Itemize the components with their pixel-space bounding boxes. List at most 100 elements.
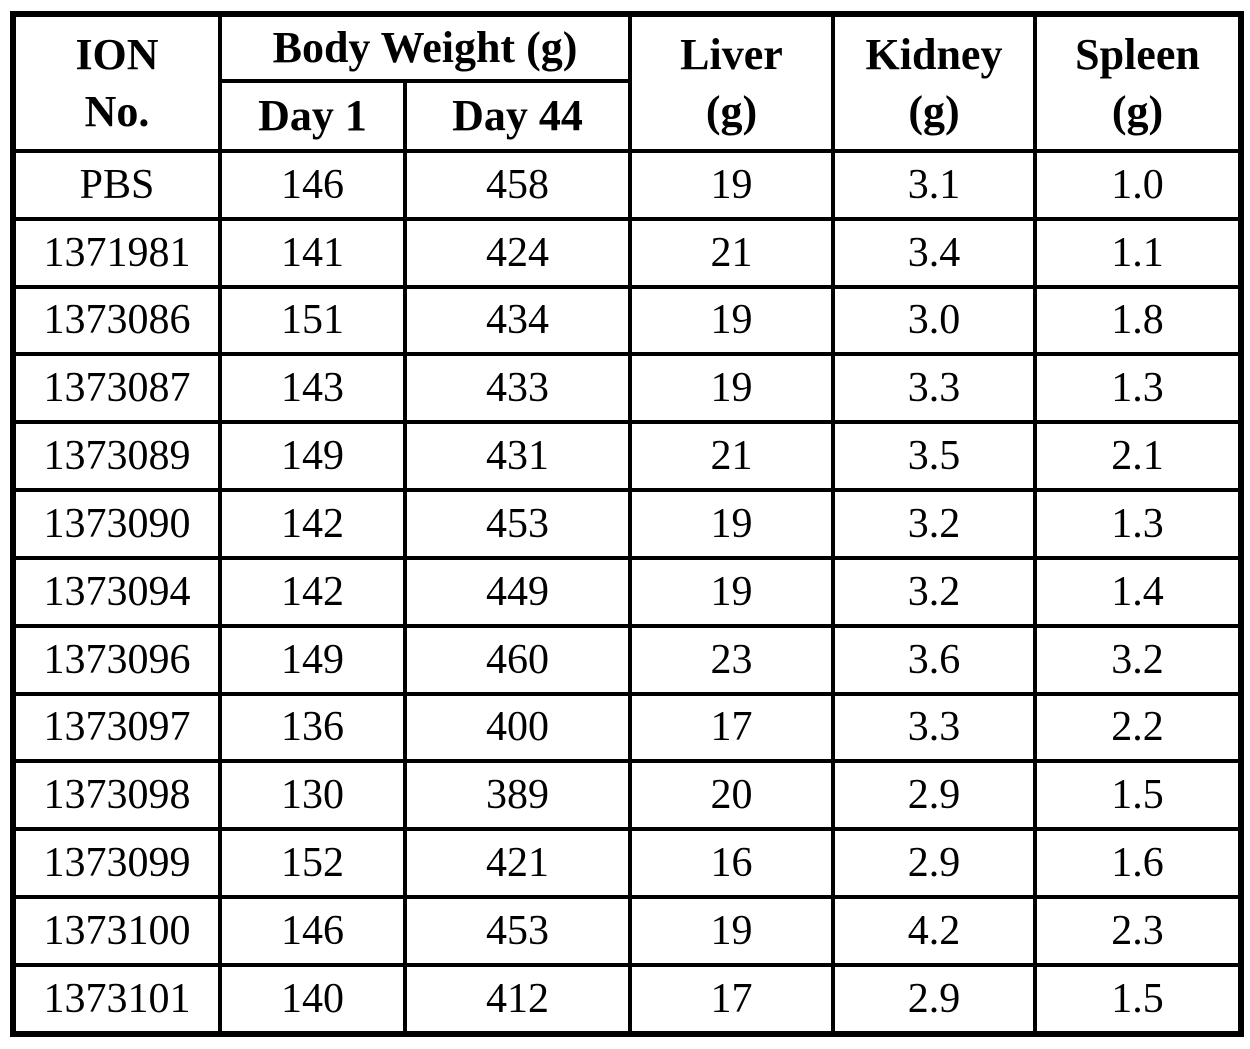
cell-body-weight-day44: 453: [403, 488, 632, 560]
table-row: PBS 146 458 19 3.1 1.0: [11, 149, 1243, 221]
cell-spleen: 1.5: [1033, 759, 1243, 832]
cell-spleen: 1.3: [1033, 352, 1243, 425]
col-header-kidney-line2: (g): [908, 87, 960, 136]
cell-ion-no: 1373094: [11, 555, 222, 628]
cell-body-weight-day1: 142: [218, 488, 407, 560]
cell-ion-no: 1373099: [11, 827, 222, 899]
cell-liver: 19: [628, 149, 835, 221]
col-header-spleen: Spleen (g): [1033, 12, 1243, 153]
cell-ion-no: 1373089: [11, 420, 222, 493]
cell-ion-no: 1373086: [11, 284, 222, 357]
cell-kidney: 3.5: [831, 420, 1037, 493]
cell-ion-no: 1373101: [11, 962, 222, 1037]
cell-body-weight-day44: 389: [403, 759, 632, 832]
col-header-body-weight: Body Weight (g): [218, 12, 632, 83]
cell-kidney: 2.9: [831, 759, 1037, 832]
cell-body-weight-day1: 149: [218, 623, 407, 696]
table-row: 1373098 130 389 20 2.9 1.5: [11, 759, 1243, 832]
col-header-liver-line2: (g): [705, 87, 758, 136]
table-row: 1373094 142 449 19 3.2 1.4: [11, 555, 1243, 628]
cell-body-weight-day1: 142: [218, 555, 407, 628]
cell-liver: 17: [628, 691, 835, 764]
cell-kidney: 3.3: [831, 352, 1037, 425]
cell-spleen: 2.2: [1033, 691, 1243, 764]
col-header-day1: Day 1: [218, 79, 407, 153]
cell-liver: 23: [628, 623, 835, 696]
cell-body-weight-day44: 449: [403, 555, 632, 628]
cell-spleen: 1.5: [1033, 962, 1243, 1037]
cell-body-weight-day1: 143: [218, 352, 407, 425]
organ-body-weight-table: ION No. Body Weight (g) Liver (g) Kidney…: [10, 11, 1244, 1037]
cell-body-weight-day44: 412: [403, 962, 632, 1037]
table-row: 1373090 142 453 19 3.2 1.3: [11, 488, 1243, 560]
cell-spleen: 3.2: [1033, 623, 1243, 696]
table-row: 1373099 152 421 16 2.9 1.6: [11, 827, 1243, 899]
table-row: 1373087 143 433 19 3.3 1.3: [11, 352, 1243, 425]
cell-body-weight-day1: 130: [218, 759, 407, 832]
cell-liver: 19: [628, 352, 835, 425]
cell-kidney: 3.1: [831, 149, 1037, 221]
cell-ion-no: 1371981: [11, 216, 222, 289]
table-row: 1373100 146 453 19 4.2 2.3: [11, 894, 1243, 967]
cell-ion-no: 1373098: [11, 759, 222, 832]
col-header-ion-no: ION No.: [11, 12, 222, 153]
table-row: 1373097 136 400 17 3.3 2.2: [11, 691, 1243, 764]
cell-body-weight-day1: 152: [218, 827, 407, 899]
cell-ion-no: 1373090: [11, 488, 222, 560]
cell-body-weight-day44: 453: [403, 894, 632, 967]
table-body: PBS 146 458 19 3.1 1.0 1371981 141 424 21 3.4 1.1 13…: [11, 149, 1243, 1037]
cell-body-weight-day1: 141: [218, 216, 407, 289]
cell-spleen: 1.4: [1033, 555, 1243, 628]
table-row: 1373101 140 412 17 2.9 1.5: [11, 962, 1243, 1037]
cell-spleen: 1.6: [1033, 827, 1243, 899]
cell-body-weight-day44: 433: [403, 352, 632, 425]
header-row-top: ION No. Body Weight (g) Liver (g) Kidney…: [11, 12, 1243, 153]
cell-ion-no: 1373097: [11, 691, 222, 764]
cell-body-weight-day1: 140: [218, 962, 407, 1037]
cell-kidney: 3.2: [831, 488, 1037, 560]
cell-liver: 17: [628, 962, 835, 1037]
col-header-liver: Liver (g): [628, 12, 835, 153]
cell-body-weight-day44: 421: [403, 827, 632, 899]
cell-body-weight-day44: 424: [403, 216, 632, 289]
cell-spleen: 2.3: [1033, 894, 1243, 967]
cell-spleen: 1.1: [1033, 216, 1243, 289]
cell-liver: 19: [628, 555, 835, 628]
cell-body-weight-day1: 146: [218, 894, 407, 967]
cell-body-weight-day44: 458: [403, 149, 632, 221]
cell-kidney: 3.6: [831, 623, 1037, 696]
cell-liver: 21: [628, 216, 835, 289]
col-header-ion-line2: No.: [84, 87, 150, 136]
cell-kidney: 2.9: [831, 827, 1037, 899]
cell-body-weight-day44: 434: [403, 284, 632, 357]
cell-kidney: 3.2: [831, 555, 1037, 628]
cell-body-weight-day44: 460: [403, 623, 632, 696]
cell-kidney: 2.9: [831, 962, 1037, 1037]
col-header-spleen-line1: Spleen: [1075, 29, 1200, 79]
cell-body-weight-day44: 431: [403, 420, 632, 493]
cell-liver: 21: [628, 420, 835, 493]
cell-spleen: 1.8: [1033, 284, 1243, 357]
cell-body-weight-day1: 151: [218, 284, 407, 357]
cell-ion-no: 1373096: [11, 623, 222, 696]
table-row: 1373096 149 460 23 3.6 3.2: [11, 623, 1243, 696]
table-row: 1371981 141 424 21 3.4 1.1: [11, 216, 1243, 289]
cell-liver: 19: [628, 488, 835, 560]
cell-ion-no: PBS: [11, 149, 222, 221]
cell-spleen: 1.3: [1033, 488, 1243, 560]
cell-body-weight-day1: 149: [218, 420, 407, 493]
cell-body-weight-day1: 146: [218, 149, 407, 221]
cell-kidney: 3.4: [831, 216, 1037, 289]
table-header: ION No. Body Weight (g) Liver (g) Kidney…: [11, 12, 1243, 153]
col-header-spleen-line2: (g): [1111, 87, 1164, 136]
cell-liver: 19: [628, 284, 835, 357]
col-header-liver-line1: Liver: [680, 29, 783, 79]
cell-body-weight-day1: 136: [218, 691, 407, 764]
cell-body-weight-day44: 400: [403, 691, 632, 764]
cell-kidney: 3.0: [831, 284, 1037, 357]
col-header-kidney-line1: Kidney: [865, 29, 1003, 79]
cell-ion-no: 1373100: [11, 894, 222, 967]
header-row-days: Day 1 Day 44: [13, 79, 1241, 153]
cell-spleen: 2.1: [1033, 420, 1243, 493]
